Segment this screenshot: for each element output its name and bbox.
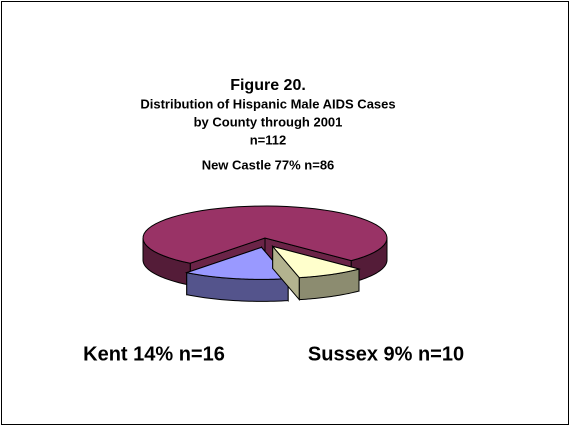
- slice: [184, 246, 290, 280]
- chart-title: Figure 20.: [230, 77, 306, 94]
- chart-subtitle: by County through 2001: [194, 114, 343, 129]
- slice: [142, 205, 388, 264]
- pie: [142, 205, 388, 302]
- slice: [271, 245, 361, 279]
- data-label: Kent 14% n=16: [83, 343, 225, 365]
- chart-subtitle: n=112: [250, 132, 287, 147]
- data-label: Sussex 9% n=10: [308, 343, 464, 365]
- data-label: New Castle 77% n=86: [202, 157, 335, 172]
- chart-subtitle: Distribution of Hispanic Male AIDS Cases: [140, 96, 395, 111]
